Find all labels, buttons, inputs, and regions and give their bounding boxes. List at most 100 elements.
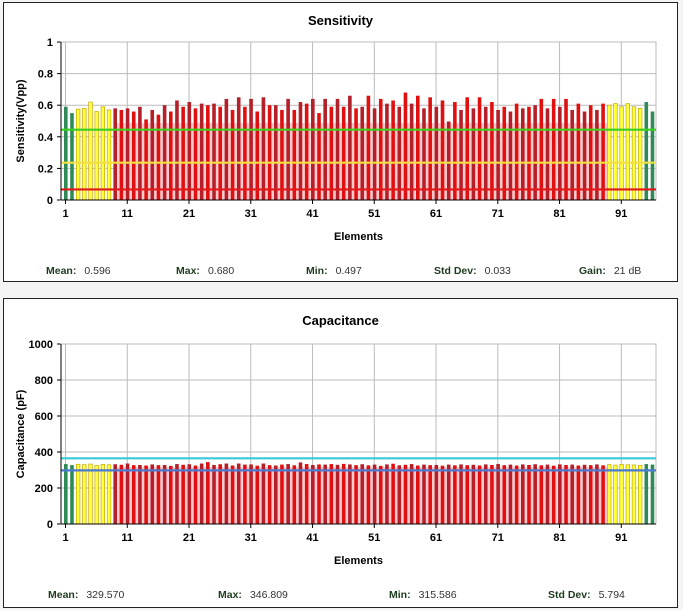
- bar-gap-shading: [141, 123, 145, 200]
- bar-element-29: [236, 463, 241, 524]
- stat-label: Gain:: [579, 265, 606, 277]
- bar-element-48: [354, 465, 358, 524]
- bar-element-18: [168, 465, 173, 524]
- stat-label: Min:: [389, 589, 411, 601]
- bar-element-22: [193, 465, 198, 524]
- bar-gap-shading: [227, 467, 231, 524]
- bar-gap-shading: [585, 123, 589, 200]
- bar-element-24: [206, 105, 210, 200]
- bar-gap-shading: [585, 467, 589, 524]
- bar-element-68: [477, 465, 482, 524]
- bar-element-63: [446, 121, 451, 200]
- x-tick-label: 81: [553, 532, 565, 544]
- bar-element-19: [175, 464, 179, 524]
- bar-element-41: [311, 464, 315, 524]
- bar-gap-shading: [240, 467, 243, 524]
- bar-element-83: [570, 464, 574, 524]
- bar-gap-shading: [468, 123, 472, 200]
- bar-element-48: [354, 108, 358, 200]
- stat-value: 0.680: [207, 265, 235, 277]
- bar-element-43: [323, 464, 327, 524]
- bar-element-30: [243, 464, 247, 524]
- bar-gap-shading: [351, 467, 355, 524]
- bar-gap-shading: [314, 123, 317, 200]
- bar-gap-shading: [375, 123, 379, 200]
- bar-element-82: [564, 98, 568, 200]
- bar-element-50: [366, 95, 371, 200]
- bar-element-60: [428, 97, 432, 200]
- bar-element-55: [397, 465, 402, 524]
- bar-gap-shading: [209, 123, 213, 200]
- bar-gap-shading: [567, 123, 571, 200]
- bar-gap-shading: [308, 123, 311, 200]
- bar-element-71: [496, 464, 500, 524]
- bar-gap-shading: [493, 467, 497, 524]
- bar-gap-shading: [548, 123, 552, 200]
- bar-gap-shading: [536, 123, 540, 200]
- bar-element-23: [199, 103, 204, 200]
- stat-max: Max: 0.680: [176, 265, 234, 277]
- bar-element-5: [88, 463, 93, 525]
- bar-element-37: [286, 464, 290, 524]
- bar-gap-shading: [573, 467, 577, 524]
- bar-gap-shading: [382, 467, 385, 524]
- bar-gap-shading: [233, 467, 237, 524]
- bar-element-15: [150, 109, 155, 200]
- bar-gap-shading: [579, 123, 583, 200]
- bar-gap-shading: [542, 467, 546, 524]
- bar-element-20: [181, 106, 185, 200]
- bar-element-65: [459, 109, 463, 200]
- bar-element-82: [564, 464, 568, 524]
- bar-gap-shading: [246, 467, 250, 524]
- bar-gap-shading: [159, 123, 163, 200]
- y-axis-label: Capacitance (pF): [15, 389, 27, 478]
- bar-element-86: [588, 465, 593, 524]
- bar-element-77: [533, 105, 537, 200]
- bar-element-64: [453, 102, 457, 200]
- bar-gap-shading: [493, 123, 497, 200]
- bar-element-92: [625, 103, 630, 201]
- bar-element-62: [440, 465, 445, 524]
- bar-element-56: [403, 464, 408, 524]
- bar-element-93: [631, 464, 637, 525]
- x-tick-label: 81: [553, 208, 565, 220]
- bar-gap-shading: [301, 123, 305, 200]
- bar-gap-shading: [456, 123, 460, 200]
- bar-element-66: [465, 97, 470, 200]
- bar-element-3: [76, 463, 81, 525]
- bar-element-46: [341, 463, 346, 524]
- bar-element-78: [539, 98, 544, 200]
- bar-gap-shading: [203, 123, 206, 200]
- bar-element-8: [106, 109, 112, 201]
- x-tick-label: 11: [121, 532, 133, 544]
- bar-gap-shading: [604, 467, 608, 524]
- bar-gap-shading: [431, 467, 435, 524]
- bar-element-21: [187, 102, 192, 200]
- bar-gap-shading: [530, 467, 534, 524]
- bar-element-17: [162, 105, 167, 200]
- bar-gap-shading: [567, 467, 571, 524]
- bar-element-81: [558, 106, 562, 200]
- stat-label: Mean:: [46, 265, 77, 277]
- bar-element-3: [76, 108, 81, 201]
- bar-element-86: [588, 105, 593, 200]
- bar-gap-shading: [166, 467, 169, 524]
- bar-element-32: [255, 465, 260, 524]
- bar-gap-shading: [172, 123, 175, 200]
- bar-gap-shading: [258, 123, 262, 200]
- bar-element-76: [527, 106, 531, 200]
- bar-gap-shading: [425, 467, 429, 524]
- bar-element-37: [286, 98, 290, 200]
- bar-element-21: [187, 464, 192, 524]
- bar-element-23: [199, 463, 204, 524]
- bar-element-13: [138, 106, 142, 200]
- bar-gap-shading: [264, 123, 268, 200]
- bar-gap-shading: [332, 467, 336, 524]
- stat-label: Std Dev:: [434, 265, 477, 277]
- bar-element-44: [329, 464, 334, 524]
- x-tick-label: 1: [62, 532, 68, 544]
- bar-element-51: [372, 108, 377, 200]
- bar-element-73: [508, 111, 513, 200]
- bar-element-39: [298, 102, 303, 200]
- y-tick-label: 0: [47, 519, 53, 531]
